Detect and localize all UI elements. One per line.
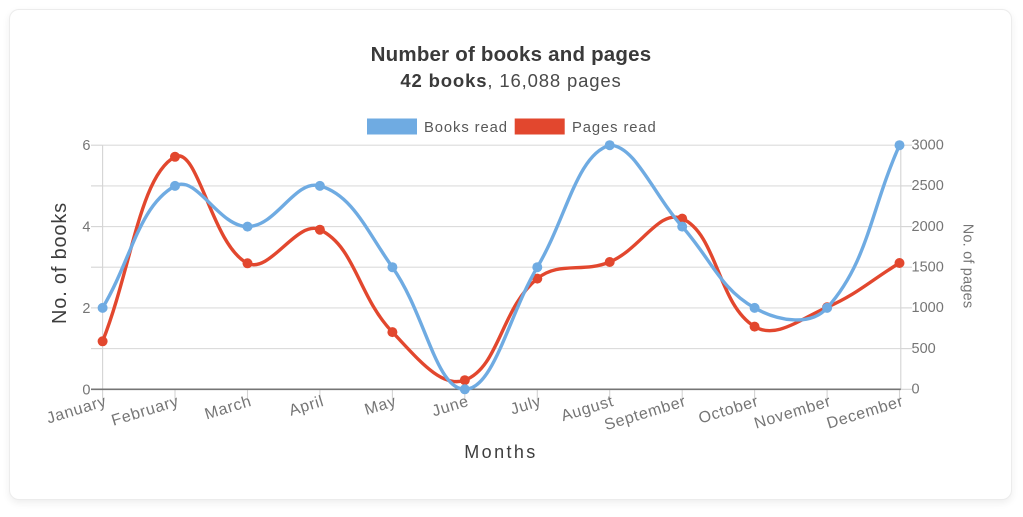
svg-text:42 books, 16,088 pages: 42 books, 16,088 pages xyxy=(400,70,621,91)
svg-text:1000: 1000 xyxy=(912,300,944,316)
svg-text:Months: Months xyxy=(464,442,537,462)
svg-text:Number of books and pages: Number of books and pages xyxy=(371,43,652,66)
svg-text:June: June xyxy=(430,393,471,420)
svg-text:March: March xyxy=(203,393,254,423)
svg-text:Pages read: Pages read xyxy=(572,120,657,136)
svg-text:February: February xyxy=(110,393,182,430)
svg-text:September: September xyxy=(603,393,689,434)
svg-text:No. of pages: No. of pages xyxy=(960,224,976,309)
svg-text:2: 2 xyxy=(82,301,90,317)
svg-text:2500: 2500 xyxy=(912,178,944,194)
svg-text:December: December xyxy=(825,393,906,432)
svg-text:3000: 3000 xyxy=(912,138,944,154)
svg-text:2000: 2000 xyxy=(912,219,944,235)
svg-text:4: 4 xyxy=(82,220,90,236)
svg-text:No. of books: No. of books xyxy=(49,202,71,324)
svg-text:January: January xyxy=(45,393,109,427)
svg-text:500: 500 xyxy=(912,341,936,357)
svg-text:May: May xyxy=(363,393,399,419)
svg-text:April: April xyxy=(287,393,326,420)
svg-text:October: October xyxy=(697,393,761,427)
svg-text:6: 6 xyxy=(82,138,90,154)
svg-text:November: November xyxy=(752,393,833,432)
svg-text:0: 0 xyxy=(82,382,90,398)
svg-text:0: 0 xyxy=(912,382,920,398)
svg-text:1500: 1500 xyxy=(912,260,944,276)
svg-text:July: July xyxy=(509,393,544,418)
svg-text:Books read: Books read xyxy=(424,120,508,136)
